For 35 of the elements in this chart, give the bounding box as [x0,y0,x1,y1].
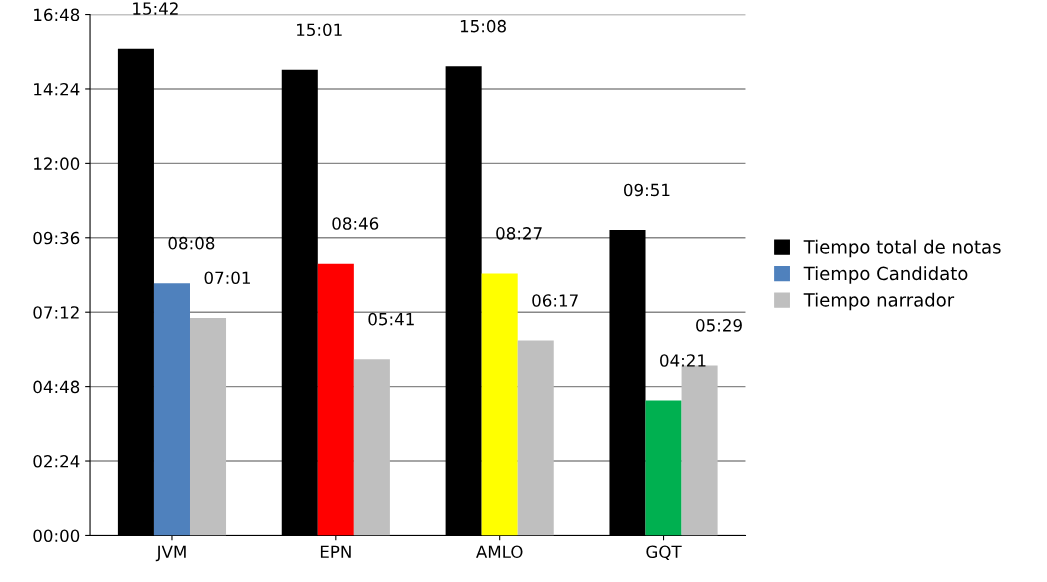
data-label: 08:46 [332,217,379,230]
data-label: 08:27 [496,227,542,240]
data-label: 08:08 [168,236,215,250]
bar [353,359,390,536]
data-label: 07:01 [204,271,250,285]
data-label: 15:08 [460,19,506,33]
bar [681,365,718,536]
x-tick-label: JVM [155,545,186,562]
legend-label: Tiempo total de notas [803,239,1001,258]
data-label: 04:21 [660,354,706,367]
data-label: 15:42 [133,2,178,15]
bar [645,400,682,536]
y-tick-label: 02:24 [33,454,80,468]
x-tick-label: EPN [320,545,351,558]
data-label: 05:41 [368,312,414,326]
legend-label: Tiempo Candidato [803,266,968,284]
legend-label: Tiempo narrador [803,292,955,311]
bar [189,317,227,536]
data-label: 09:51 [624,183,670,197]
y-tick-label: 09:36 [33,231,80,245]
bar [317,263,354,536]
bar [153,283,190,536]
y-tick-label: 04:48 [33,380,80,394]
y-tick-label: 07:12 [33,306,79,319]
bar [481,273,518,536]
y-tick-label: 12:00 [34,157,80,170]
y-tick-label: 16:48 [34,8,80,22]
x-tick-label: GQT [646,545,682,560]
bar [517,340,554,536]
y-tick-label: 14:24 [34,82,80,96]
data-label: 05:29 [696,319,742,332]
x-tick-label: AMLO [476,545,523,559]
y-tick-label: 00:00 [33,529,80,543]
data-label: 06:17 [532,294,578,307]
data-label: 15:01 [297,23,342,37]
